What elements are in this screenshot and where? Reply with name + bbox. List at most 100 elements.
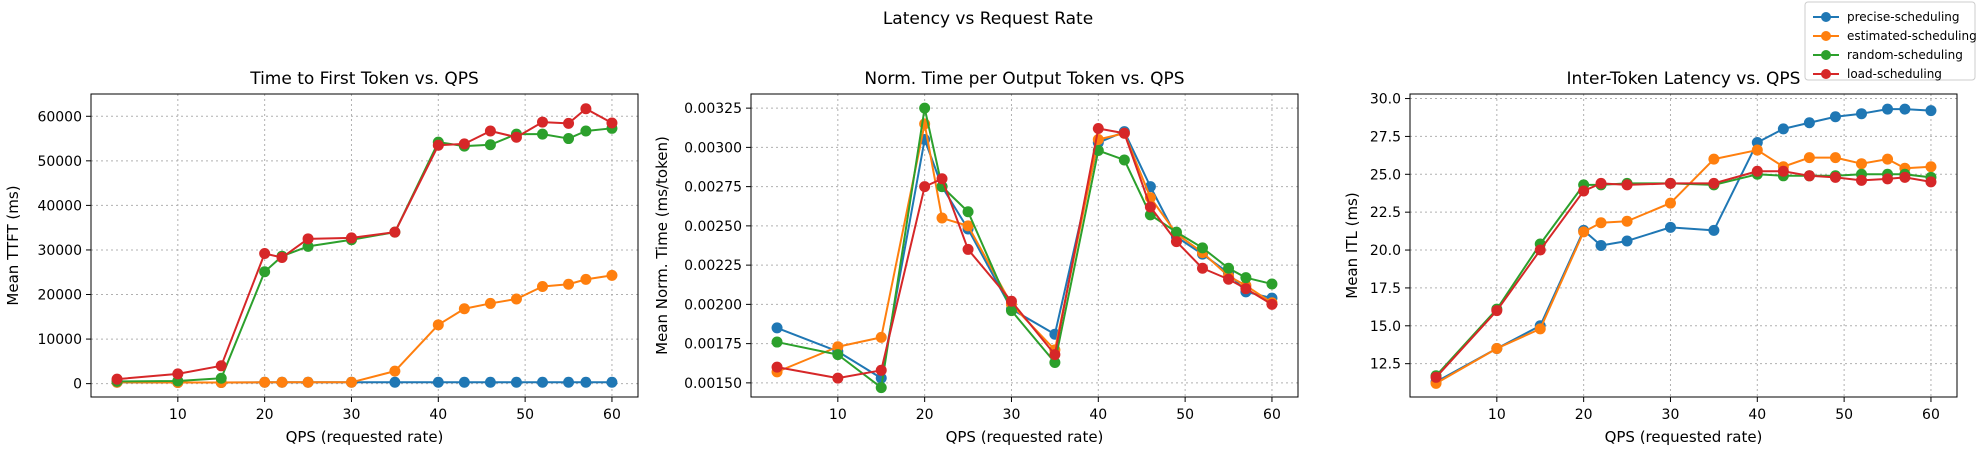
data-point-estimated-scheduling — [276, 376, 288, 388]
x-tick-label: 50 — [1835, 407, 1853, 423]
legend-marker-precise-scheduling — [1821, 12, 1831, 22]
data-point-random-scheduling — [259, 266, 271, 278]
data-point-load-scheduling — [536, 116, 548, 128]
y-tick-label: 40000 — [37, 198, 82, 214]
data-point-random-scheduling — [1266, 278, 1278, 290]
data-point-precise-scheduling — [1751, 136, 1763, 148]
data-point-precise-scheduling — [1855, 108, 1867, 120]
data-point-estimated-scheduling — [1708, 153, 1720, 165]
data-point-estimated-scheduling — [832, 341, 844, 353]
data-point-precise-scheduling — [1621, 235, 1633, 247]
data-point-estimated-scheduling — [1578, 226, 1590, 238]
data-point-load-scheduling — [1621, 179, 1633, 191]
legend-label: estimated-scheduling — [1847, 29, 1977, 43]
data-point-load-scheduling — [1240, 283, 1252, 295]
y-tick-label: 0.00150 — [684, 376, 742, 392]
y-tick-label: 25.0 — [1370, 167, 1401, 183]
chart-title: Time to First Token vs. QPS — [249, 69, 479, 89]
data-point-estimated-scheduling — [259, 376, 271, 388]
data-point-precise-scheduling — [458, 376, 470, 388]
series-line-estimated-scheduling — [117, 274, 613, 384]
y-tick-label: 0.00200 — [684, 297, 742, 313]
y-tick-label: 27.5 — [1370, 129, 1401, 145]
data-point-estimated-scheduling — [962, 220, 974, 232]
data-point-load-scheduling — [1534, 244, 1546, 256]
y-tick-label: 20.0 — [1370, 243, 1401, 259]
data-point-load-scheduling — [606, 117, 618, 129]
data-point-estimated-scheduling — [1925, 161, 1937, 173]
data-point-load-scheduling — [1491, 305, 1503, 317]
data-point-load-scheduling — [259, 248, 271, 260]
data-point-precise-scheduling — [1829, 111, 1841, 123]
y-tick-label: 0.00225 — [684, 258, 742, 274]
data-point-load-scheduling — [1430, 371, 1442, 383]
data-point-precise-scheduling — [432, 376, 444, 388]
axes-frame — [90, 93, 639, 398]
data-point-estimated-scheduling — [563, 278, 575, 290]
data-point-load-scheduling — [432, 139, 444, 151]
x-axis-label: QPS (requested rate) — [286, 428, 444, 446]
y-axis-label: Mean Norm. Time (ms/token) — [653, 136, 671, 355]
x-axis-label: QPS (requested rate) — [946, 428, 1104, 446]
data-point-load-scheduling — [1925, 176, 1937, 188]
data-point-load-scheduling — [1049, 349, 1061, 361]
data-point-load-scheduling — [580, 103, 592, 115]
series-line-load-scheduling — [1435, 170, 1932, 378]
y-tick-label: 12.5 — [1370, 357, 1401, 373]
data-point-load-scheduling — [1595, 177, 1607, 189]
data-point-load-scheduling — [172, 368, 184, 380]
data-point-load-scheduling — [1578, 185, 1590, 197]
legend: precise-scheduling estimated-scheduling ra… — [1804, 1, 1977, 81]
data-point-estimated-scheduling — [580, 273, 592, 285]
data-point-precise-scheduling — [1595, 240, 1607, 251]
data-point-estimated-scheduling — [1491, 343, 1503, 355]
axes-frame — [1409, 93, 1958, 398]
y-tick-label: 17.5 — [1370, 281, 1401, 297]
data-point-load-scheduling — [1170, 236, 1182, 248]
data-point-load-scheduling — [458, 138, 470, 150]
data-point-load-scheduling — [1223, 273, 1235, 285]
x-tick-label: 10 — [169, 407, 187, 423]
data-point-estimated-scheduling — [606, 269, 618, 281]
data-point-load-scheduling — [276, 252, 288, 264]
data-point-random-scheduling — [962, 206, 974, 218]
chart-title: Inter-Token Latency vs. QPS — [1567, 69, 1801, 89]
x-tick-label: 50 — [1176, 407, 1194, 423]
legend-box — [1804, 1, 1976, 81]
chart-panel-3: 10 20 30 40 50 60 12.5 15.0 17.5 20.0 22.5 25.0 27.5… — [1343, 69, 1958, 446]
y-tick-label: 20000 — [37, 288, 82, 304]
chart-panel-1: 10 20 30 40 50 60 0 10000 20000 30000 40000 50000 60… — [4, 69, 639, 446]
figure-suptitle: Latency vs Request Rate — [883, 9, 1093, 29]
axes-frame — [750, 93, 1299, 398]
data-point-estimated-scheduling — [1829, 152, 1841, 164]
data-point-estimated-scheduling — [345, 376, 357, 388]
y-tick-label: 0.00175 — [684, 337, 742, 353]
legend-label: random-scheduling — [1847, 48, 1963, 62]
data-point-random-scheduling — [484, 139, 496, 151]
data-point-load-scheduling — [1266, 298, 1278, 310]
legend-label: load-scheduling — [1847, 67, 1942, 81]
data-point-load-scheduling — [1708, 177, 1720, 189]
data-point-precise-scheduling — [1803, 117, 1815, 129]
data-point-estimated-scheduling — [1664, 197, 1676, 209]
x-tick-label: 20 — [1575, 407, 1593, 423]
data-point-load-scheduling — [1882, 173, 1894, 185]
data-point-random-scheduling — [302, 240, 314, 252]
data-point-estimated-scheduling — [484, 297, 496, 309]
series-line-load-scheduling — [776, 127, 1273, 380]
data-point-random-scheduling — [580, 125, 592, 137]
y-tick-label: 0.00300 — [684, 140, 742, 156]
y-tick-label: 30000 — [37, 243, 82, 259]
legend-marker-random-scheduling — [1821, 50, 1831, 60]
data-point-load-scheduling — [1777, 165, 1789, 177]
series-line-random-scheduling — [776, 107, 1273, 389]
chart-panel-2: 10 20 30 40 50 60 0.00150 0.00175 0.00200 0.00225… — [653, 69, 1299, 446]
data-point-load-scheduling — [962, 243, 974, 255]
x-tick-label: 60 — [603, 407, 621, 423]
x-tick-label: 50 — [516, 407, 534, 423]
data-point-load-scheduling — [389, 226, 401, 238]
data-point-load-scheduling — [1196, 262, 1208, 274]
y-tick-label: 0 — [73, 377, 82, 393]
data-point-load-scheduling — [1803, 170, 1815, 182]
